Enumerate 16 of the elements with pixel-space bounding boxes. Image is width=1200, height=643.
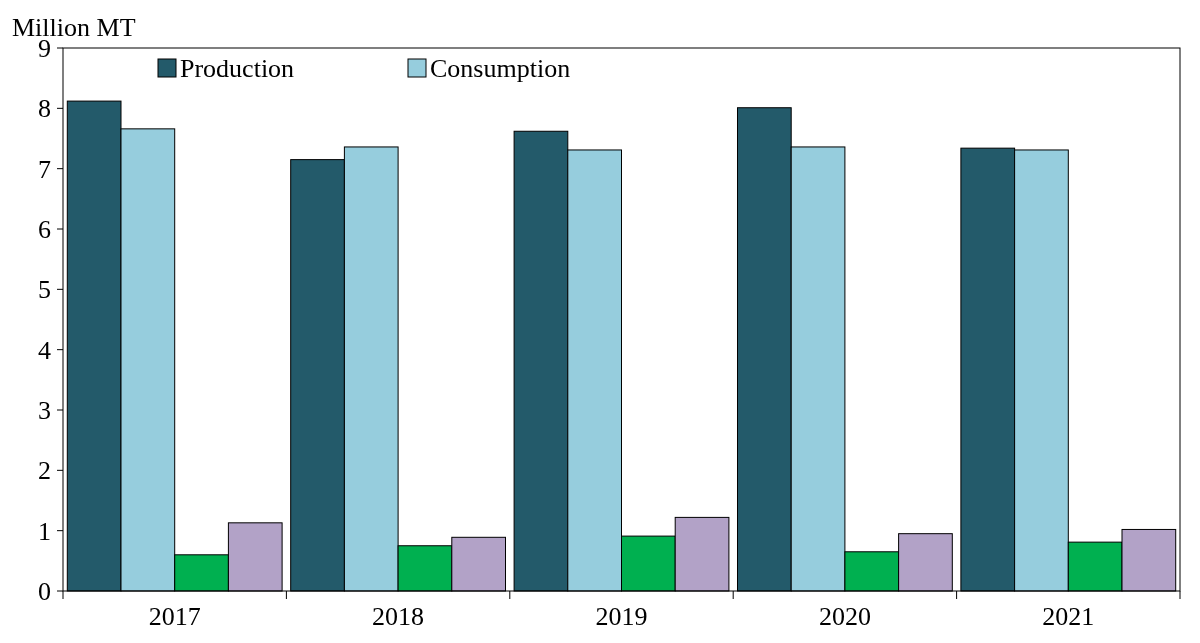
legend-label: Production: [180, 54, 295, 84]
x-tick-label: 2017: [148, 602, 201, 631]
y-tick-label: 4: [38, 335, 51, 365]
x-tick-label: 2020: [818, 602, 871, 631]
y-tick-label: 0: [38, 577, 51, 607]
x-tick-label: 2021: [1042, 602, 1095, 631]
y-tick-label: 2: [38, 456, 51, 486]
x-tick-label: 2018: [372, 602, 425, 631]
y-tick-label: 6: [38, 215, 51, 245]
y-tick-label: 7: [38, 154, 51, 184]
x-tick-label: 2019: [595, 602, 648, 631]
y-tick-label: 8: [38, 94, 51, 124]
y-tick-label: 1: [38, 516, 51, 546]
y-tick-label: 5: [38, 275, 51, 305]
legend-label: Consumption: [430, 54, 571, 84]
y-tick-label: 3: [38, 396, 51, 426]
